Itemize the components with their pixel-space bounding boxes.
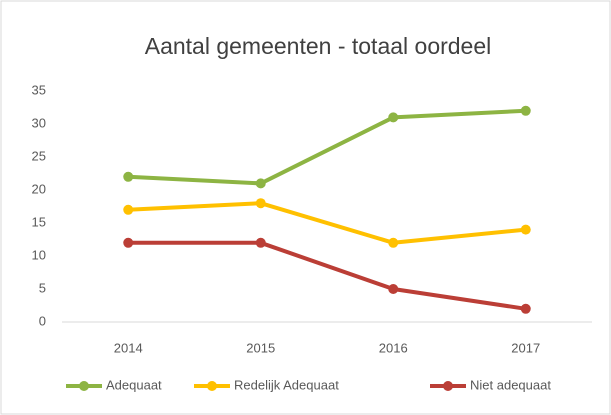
- y-tick-label: 25: [32, 148, 46, 163]
- legend-marker: [207, 381, 217, 391]
- legend-label: Adequaat: [106, 377, 162, 392]
- point: [123, 237, 134, 248]
- chart-title: Aantal gemeenten - totaal oordeel: [145, 33, 492, 59]
- legend-label: Niet adequaat: [470, 377, 551, 392]
- x-tick-label: 2014: [114, 340, 143, 355]
- y-tick-label: 20: [32, 181, 46, 196]
- y-tick-label: 10: [32, 247, 46, 262]
- x-tick-label: 2015: [246, 340, 275, 355]
- y-tick-label: 15: [32, 214, 46, 229]
- point: [388, 112, 399, 123]
- y-tick-label: 0: [39, 313, 46, 328]
- legend-marker: [79, 381, 89, 391]
- point: [255, 178, 266, 189]
- y-tick-label: 5: [39, 280, 46, 295]
- legend-label: Redelijk Adequaat: [234, 377, 339, 392]
- y-tick-label: 35: [32, 82, 46, 97]
- legend-marker: [443, 381, 453, 391]
- x-tick-label: 2017: [511, 340, 540, 355]
- point: [388, 284, 399, 294]
- series-line: [128, 240, 527, 311]
- x-tick-label: 2016: [379, 340, 408, 355]
- series-line: [128, 108, 526, 186]
- point: [520, 303, 531, 314]
- point: [520, 105, 531, 116]
- point: [123, 204, 134, 215]
- point: [123, 171, 134, 182]
- point: [388, 237, 399, 248]
- point: [255, 237, 266, 248]
- y-tick-label: 30: [32, 115, 46, 130]
- point: [255, 198, 266, 209]
- point: [520, 224, 531, 235]
- series-line: [128, 201, 526, 245]
